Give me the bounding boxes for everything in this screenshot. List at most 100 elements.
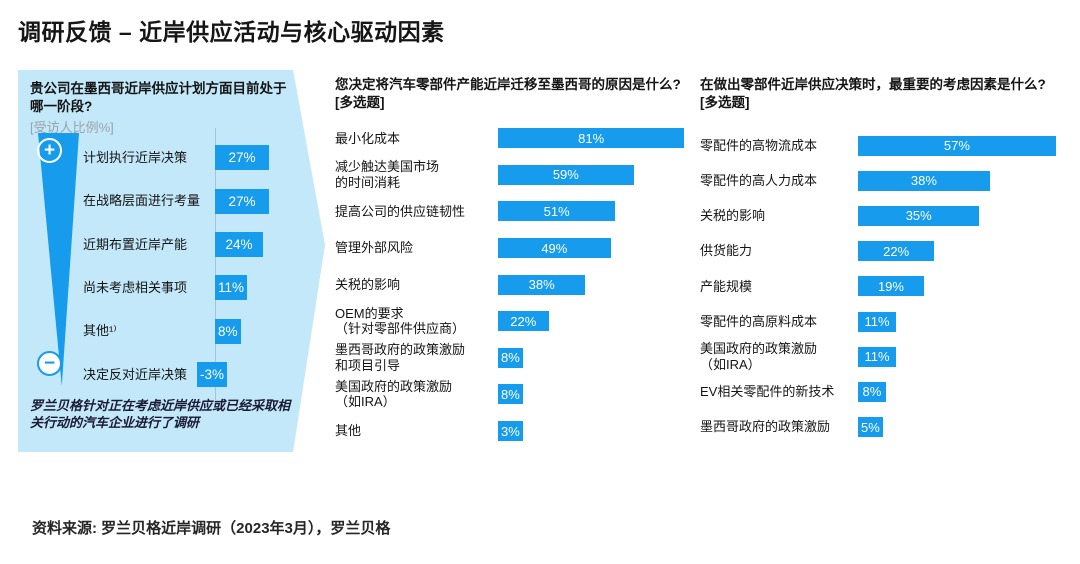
bar-track: 51% (498, 201, 748, 222)
bar-value-label: -3% (200, 367, 225, 383)
bar-row: 计划执行近岸决策 27% (83, 136, 313, 179)
reasons-chart-title: 您决定将汽车零部件产能近岸迁移至墨西哥的原因是什么? (335, 77, 681, 92)
bar-row: 提高公司的供应链韧性 51% (335, 193, 748, 230)
bar-track: 35% (858, 205, 1074, 226)
reasons-title-block: 您决定将汽车零部件产能近岸迁移至墨西哥的原因是什么? [多选题] (335, 76, 715, 112)
bar-row: 其他 3% (335, 413, 748, 450)
bar-category-label: 近期布置近岸产能 (83, 236, 188, 252)
bar-value-label: 51% (543, 203, 570, 219)
bar-track: 81% (498, 128, 748, 149)
bar-row: 零配件的高原料成本 11% (700, 304, 1074, 339)
page-title: 调研反馈 – 近岸供应活动与核心驱动因素 (18, 19, 445, 45)
bar-category-label: 墨西哥政府的政策激励 和项目引导 (335, 342, 466, 373)
bar-category-label: 关税的影响 (335, 276, 401, 292)
bar-row: 管理外部风险 49% (335, 230, 748, 267)
stage-panel: 贵公司在墨西哥近岸供应计划方面目前处于哪一阶段? [受访人比例%] + − 计划… (18, 70, 325, 452)
bar-track: 8% (858, 381, 1074, 402)
stage-bar-chart: 计划执行近岸决策 27% 在战略层面进行考量 27% 近期布置近岸产能 24% 尚未考虑相关… (83, 136, 313, 396)
bar: 59% (498, 164, 634, 185)
bar-category-label: EV相关零配件的新技术 (700, 384, 835, 400)
bar: 81% (498, 128, 685, 149)
bar-track: 8% (215, 318, 313, 344)
factors-chart-title: 在做出零部件近岸供应决策时，最重要的考虑因素是什么? (700, 77, 1046, 92)
bar-value-label: 8% (218, 323, 238, 339)
bar-category-label: 零配件的高物流成本 (700, 137, 818, 153)
bar: 22% (498, 311, 549, 332)
bar-row: 其他¹⁾ 8% (83, 310, 313, 353)
bar-value-label: 49% (541, 240, 568, 256)
bar-category-label: 其他¹⁾ (83, 323, 117, 339)
bar: 38% (858, 170, 990, 191)
bar-row: 在战略层面进行考量 27% (83, 179, 313, 222)
bar: 22% (858, 241, 935, 262)
bar-row: 最小化成本 81% (335, 120, 748, 157)
bar: 24% (215, 231, 263, 257)
bar-track: 57% (858, 135, 1074, 156)
bar-value-label: 11% (864, 314, 890, 330)
bar: 8% (498, 347, 523, 368)
bar: 51% (498, 201, 616, 222)
bar: 11% (858, 311, 897, 332)
stage-question-title: 贵公司在墨西哥近岸供应计划方面目前处于哪一阶段? (30, 81, 287, 114)
bar-value-label: 22% (510, 313, 537, 329)
bar-track: 8% (498, 384, 748, 405)
bar-value-label: 8% (862, 384, 882, 400)
bar-category-label: OEM的要求 （针对零部件供应商） (335, 305, 466, 337)
bar-category-label: 关税的影响 (700, 208, 766, 224)
bar-value-label: 57% (943, 138, 970, 154)
bar-value-label: 11% (218, 280, 245, 296)
bar-value-label: 11% (864, 349, 890, 365)
bar-track: 22% (498, 311, 748, 332)
bar-track: 11% (215, 275, 313, 301)
survey-note: 罗兰贝格针对正在考虑近岸供应或已经采取相关行动的汽车企业进行了调研 (30, 398, 291, 430)
bar-category-label: 产能规模 (700, 278, 753, 294)
bar-value-label: 59% (552, 167, 579, 183)
factors-chart-subtitle: [多选题] (700, 95, 750, 111)
bar-row: 零配件的高物流成本 57% (700, 128, 1074, 163)
bar-value-label: 24% (225, 236, 253, 252)
bar: -3% (197, 362, 228, 388)
bar-value-label: 3% (501, 423, 520, 439)
bar-value-label: 8% (501, 350, 520, 366)
bar: 5% (858, 417, 883, 438)
bar-value-label: 38% (528, 277, 555, 293)
bar-track: 22% (858, 241, 1074, 262)
bar-track: 11% (858, 311, 1074, 332)
bar-row: 墨西哥政府的政策激励 5% (700, 410, 1074, 445)
bar-track: 24% (215, 231, 313, 257)
bar-value-label: 5% (861, 419, 880, 435)
bar-track: 11% (858, 346, 1074, 367)
bar-value-label: 81% (578, 130, 605, 146)
bar-row: 关税的影响 38% (335, 266, 748, 303)
bar-value-label: 38% (910, 173, 937, 189)
bar-category-label: 最小化成本 (335, 130, 401, 146)
minus-icon: − (37, 351, 62, 376)
bar: 3% (498, 421, 523, 442)
bar: 19% (858, 276, 924, 297)
factors-bar-chart: 零配件的高物流成本 57% 零配件的高人力成本 38% 关税的影响 35% 供货能力 22% 产… (700, 128, 1074, 445)
bar-track: 3% (498, 421, 748, 442)
bar-track: 59% (498, 164, 748, 185)
bar-row: 尚未考虑相关事项 11% (83, 266, 313, 309)
axis-line (215, 128, 216, 400)
bar-value-label: 8% (501, 386, 520, 402)
bar-row: EV相关零配件的新技术 8% (700, 374, 1074, 409)
reasons-bar-chart: 最小化成本 81% 减少触达美国市场 的时间消耗 59% 提高公司的供应链韧性 51% 管理… (335, 120, 748, 449)
bar-category-label: 决定反对近岸决策 (83, 366, 188, 382)
bar-category-label: 计划执行近岸决策 (83, 149, 188, 165)
bar-category-label: 提高公司的供应链韧性 (335, 203, 466, 219)
bar-track: 49% (498, 238, 748, 259)
bar-category-label: 管理外部风险 (335, 240, 414, 256)
bar: 8% (215, 318, 241, 344)
factors-title-block: 在做出零部件近岸供应决策时，最重要的考虑因素是什么? [多选题] (700, 76, 1080, 112)
bar-value-label: 19% (877, 278, 904, 294)
bar: 8% (858, 381, 886, 402)
bar-category-label: 尚未考虑相关事项 (83, 280, 188, 296)
stage-question-subtitle: [受访人比例%] (30, 120, 114, 136)
bar-row: OEM的要求 （针对零部件供应商） 22% (335, 303, 748, 340)
bar-category-label: 供货能力 (700, 243, 753, 259)
bar-value-label: 27% (228, 150, 256, 166)
bar: 35% (858, 205, 980, 226)
bar: 27% (215, 145, 269, 171)
source-footer: 资料来源: 罗兰贝格近岸调研（2023年3月），罗兰贝格 (32, 520, 391, 537)
